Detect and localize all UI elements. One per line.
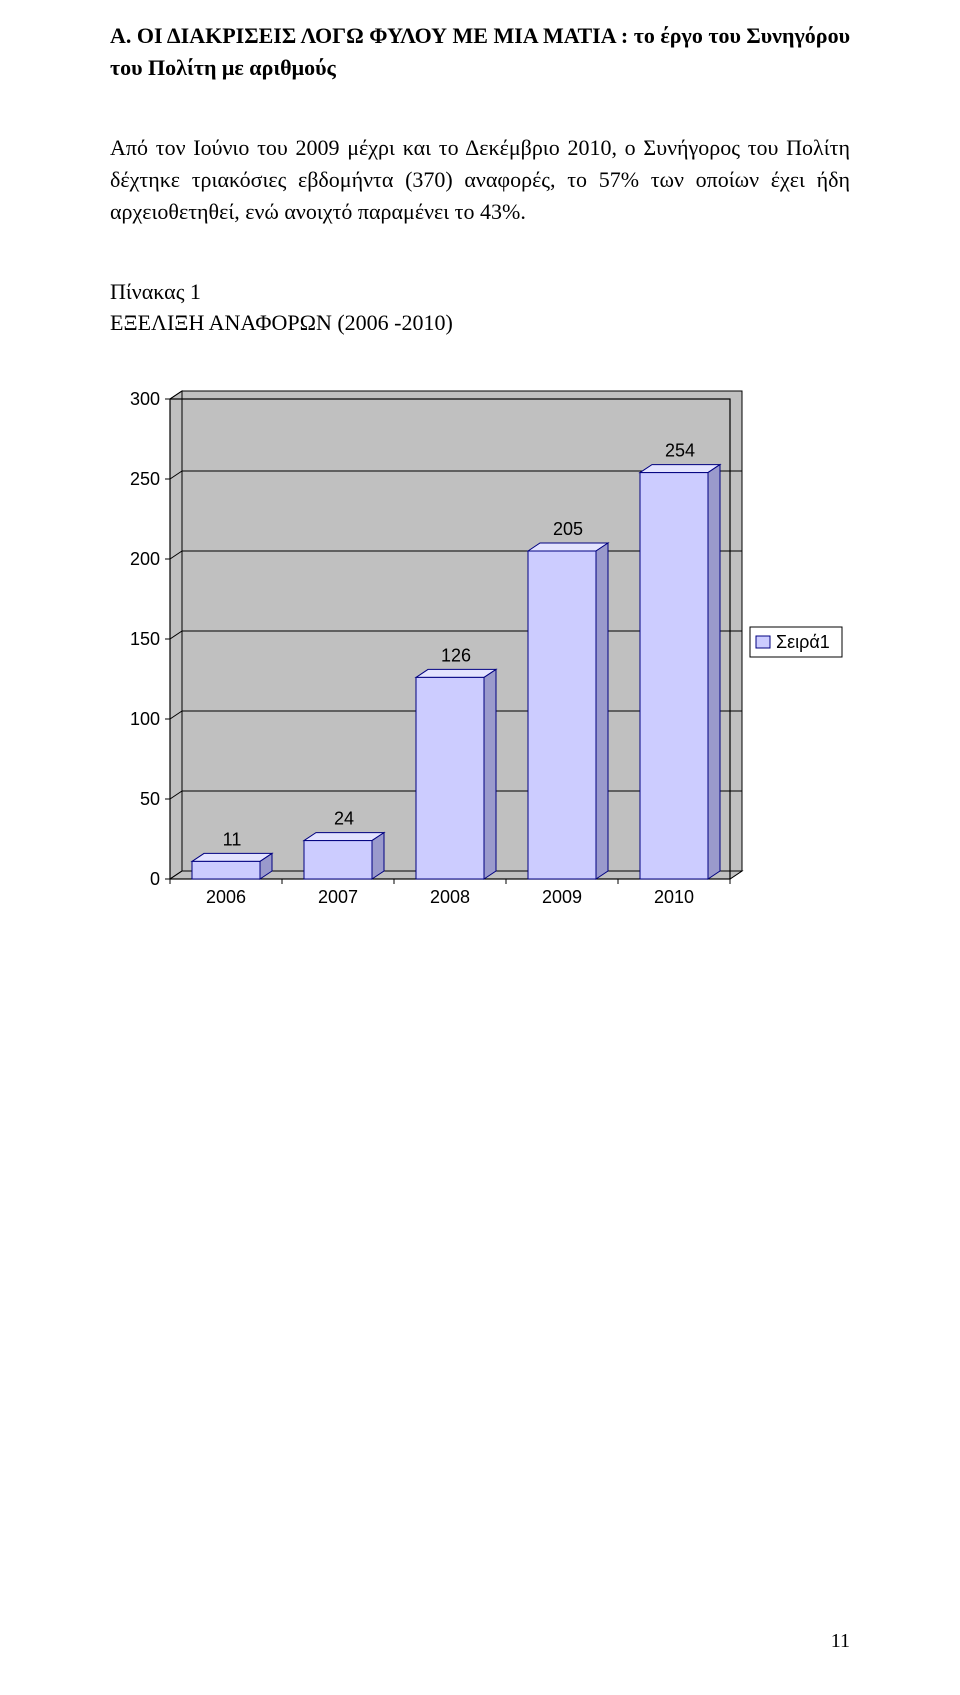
page: Α. ΟΙ ΔΙΑΚΡΙΣΕΙΣ ΛΟΓΩ ΦΥΛΟΥ ΜΕ ΜΙΑ ΜΑΤΙΑ… <box>0 0 960 1695</box>
svg-text:100: 100 <box>130 709 160 729</box>
svg-text:0: 0 <box>150 869 160 889</box>
svg-text:11: 11 <box>223 829 242 849</box>
svg-text:24: 24 <box>334 809 354 829</box>
svg-text:250: 250 <box>130 469 160 489</box>
svg-text:2006: 2006 <box>206 887 246 907</box>
svg-text:2008: 2008 <box>430 887 470 907</box>
svg-text:254: 254 <box>665 441 695 461</box>
section-heading: Α. ΟΙ ΔΙΑΚΡΙΣΕΙΣ ΛΟΓΩ ΦΥΛΟΥ ΜΕ ΜΙΑ ΜΑΤΙΑ… <box>110 20 850 84</box>
svg-text:50: 50 <box>140 789 160 809</box>
svg-text:Σειρά1: Σειρά1 <box>776 632 830 652</box>
svg-text:2009: 2009 <box>542 887 582 907</box>
svg-text:300: 300 <box>130 389 160 409</box>
bar-chart-svg: 0 50 100 150 200 250 300 11 2006 24 2007 126 2008 205… <box>110 379 850 939</box>
svg-text:205: 205 <box>553 519 583 539</box>
svg-text:2010: 2010 <box>654 887 694 907</box>
svg-text:150: 150 <box>130 629 160 649</box>
svg-text:200: 200 <box>130 549 160 569</box>
table-label-line1: Πίνακας 1 <box>110 277 850 308</box>
svg-text:2007: 2007 <box>318 887 358 907</box>
chart-title-block: Πίνακας 1 ΕΞΕΛΙΞΗ ΑΝΑΦΟΡΩΝ (2006 -2010) <box>110 277 850 339</box>
page-number: 11 <box>831 1630 850 1653</box>
body-paragraph: Από τον Ιούνιο του 2009 μέχρι και το Δεκ… <box>110 132 850 228</box>
svg-text:126: 126 <box>441 645 471 665</box>
table-label-line2: ΕΞΕΛΙΞΗ ΑΝΑΦΟΡΩΝ (2006 -2010) <box>110 308 850 339</box>
bar-chart: 0 50 100 150 200 250 300 11 2006 24 2007 126 2008 205… <box>110 379 850 939</box>
